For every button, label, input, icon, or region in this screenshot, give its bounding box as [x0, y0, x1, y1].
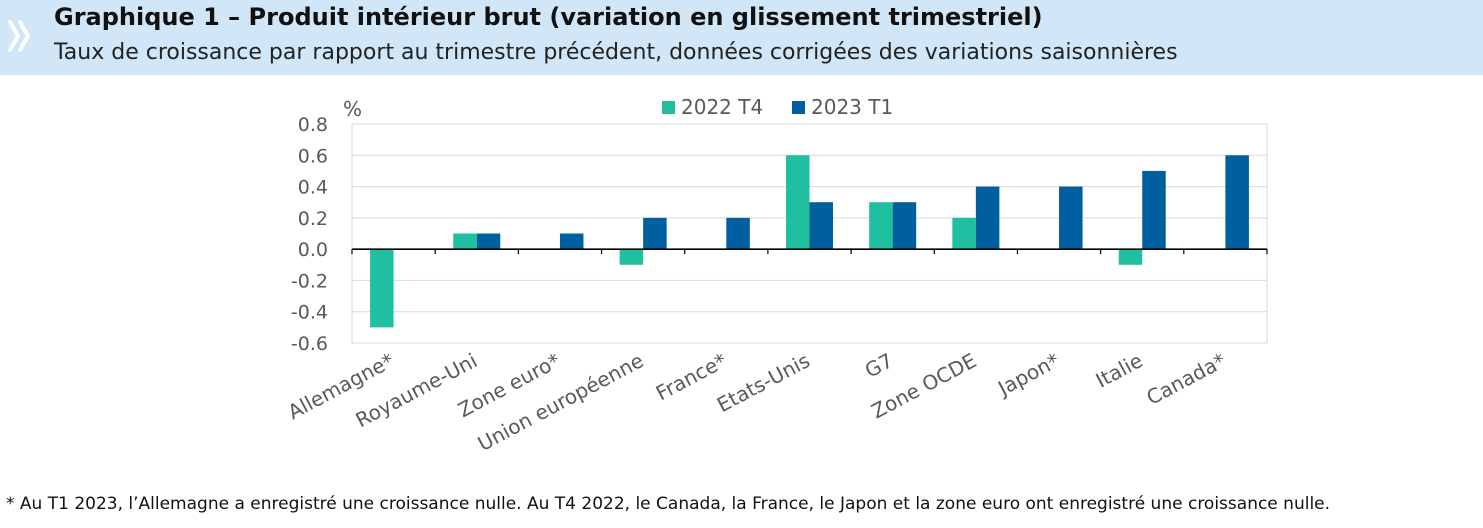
y-tick-label: 0.0: [298, 239, 328, 261]
bar-2022-t4: [453, 233, 477, 250]
chart-title: Graphique 1 – Produit intérieur brut (va…: [54, 3, 1043, 31]
y-tick-label: -0.6: [291, 333, 328, 355]
bar-2022-t4: [1118, 249, 1143, 265]
y-tick-label: 0.8: [298, 114, 328, 136]
y-tick-label: 0.2: [298, 208, 328, 230]
y-tick-label: -0.2: [291, 270, 328, 292]
bar-2023-t1: [559, 233, 584, 250]
bar-2023-t1: [1059, 186, 1083, 250]
bar-2023-t1: [1142, 170, 1166, 250]
bar-2022-t4: [869, 202, 893, 250]
bar-2023-t1: [892, 202, 917, 250]
legend-swatch-2023-t1: [792, 101, 805, 114]
y-axis-unit: %: [343, 97, 362, 121]
x-tick-label: Italie: [1092, 348, 1147, 392]
legend-swatch-2022-t4: [662, 101, 675, 114]
bar-2023-t1: [726, 217, 750, 250]
double-chevron-icon: [8, 20, 30, 52]
bar-chart: 0.80.60.40.20.0-0.2-0.4-0.6%Allemagne*Ro…: [284, 95, 1268, 456]
legend-label-2022-t4: 2022 T4: [681, 95, 763, 119]
y-tick-label: -0.4: [291, 302, 328, 324]
bar-2023-t1: [1225, 155, 1249, 250]
bar-2022-t4: [370, 249, 394, 328]
footnote: * Au T1 2023, l’Allemagne a enregistré u…: [6, 494, 1331, 514]
x-tick-label: Etats-Unis: [713, 348, 814, 417]
legend-label-2023-t1: 2023 T1: [811, 95, 893, 119]
bar-2022-t4: [619, 249, 644, 265]
bar-2023-t1: [809, 202, 833, 250]
bar-2023-t1: [975, 186, 1000, 250]
chart-subtitle: Taux de croissance par rapport au trimes…: [54, 40, 1178, 65]
x-tick-label: Canada*: [1142, 348, 1229, 410]
chart-header: Graphique 1 – Produit intérieur brut (va…: [0, 0, 1483, 75]
x-tick-label: Japon*: [992, 348, 1063, 401]
y-tick-label: 0.6: [298, 145, 328, 167]
y-tick-label: 0.4: [298, 177, 328, 199]
bar-2023-t1: [643, 217, 667, 250]
bar-2023-t1: [476, 233, 501, 250]
x-tick-label: G7: [861, 348, 897, 382]
bar-2022-t4: [952, 217, 976, 250]
bar-2022-t4: [786, 155, 810, 250]
